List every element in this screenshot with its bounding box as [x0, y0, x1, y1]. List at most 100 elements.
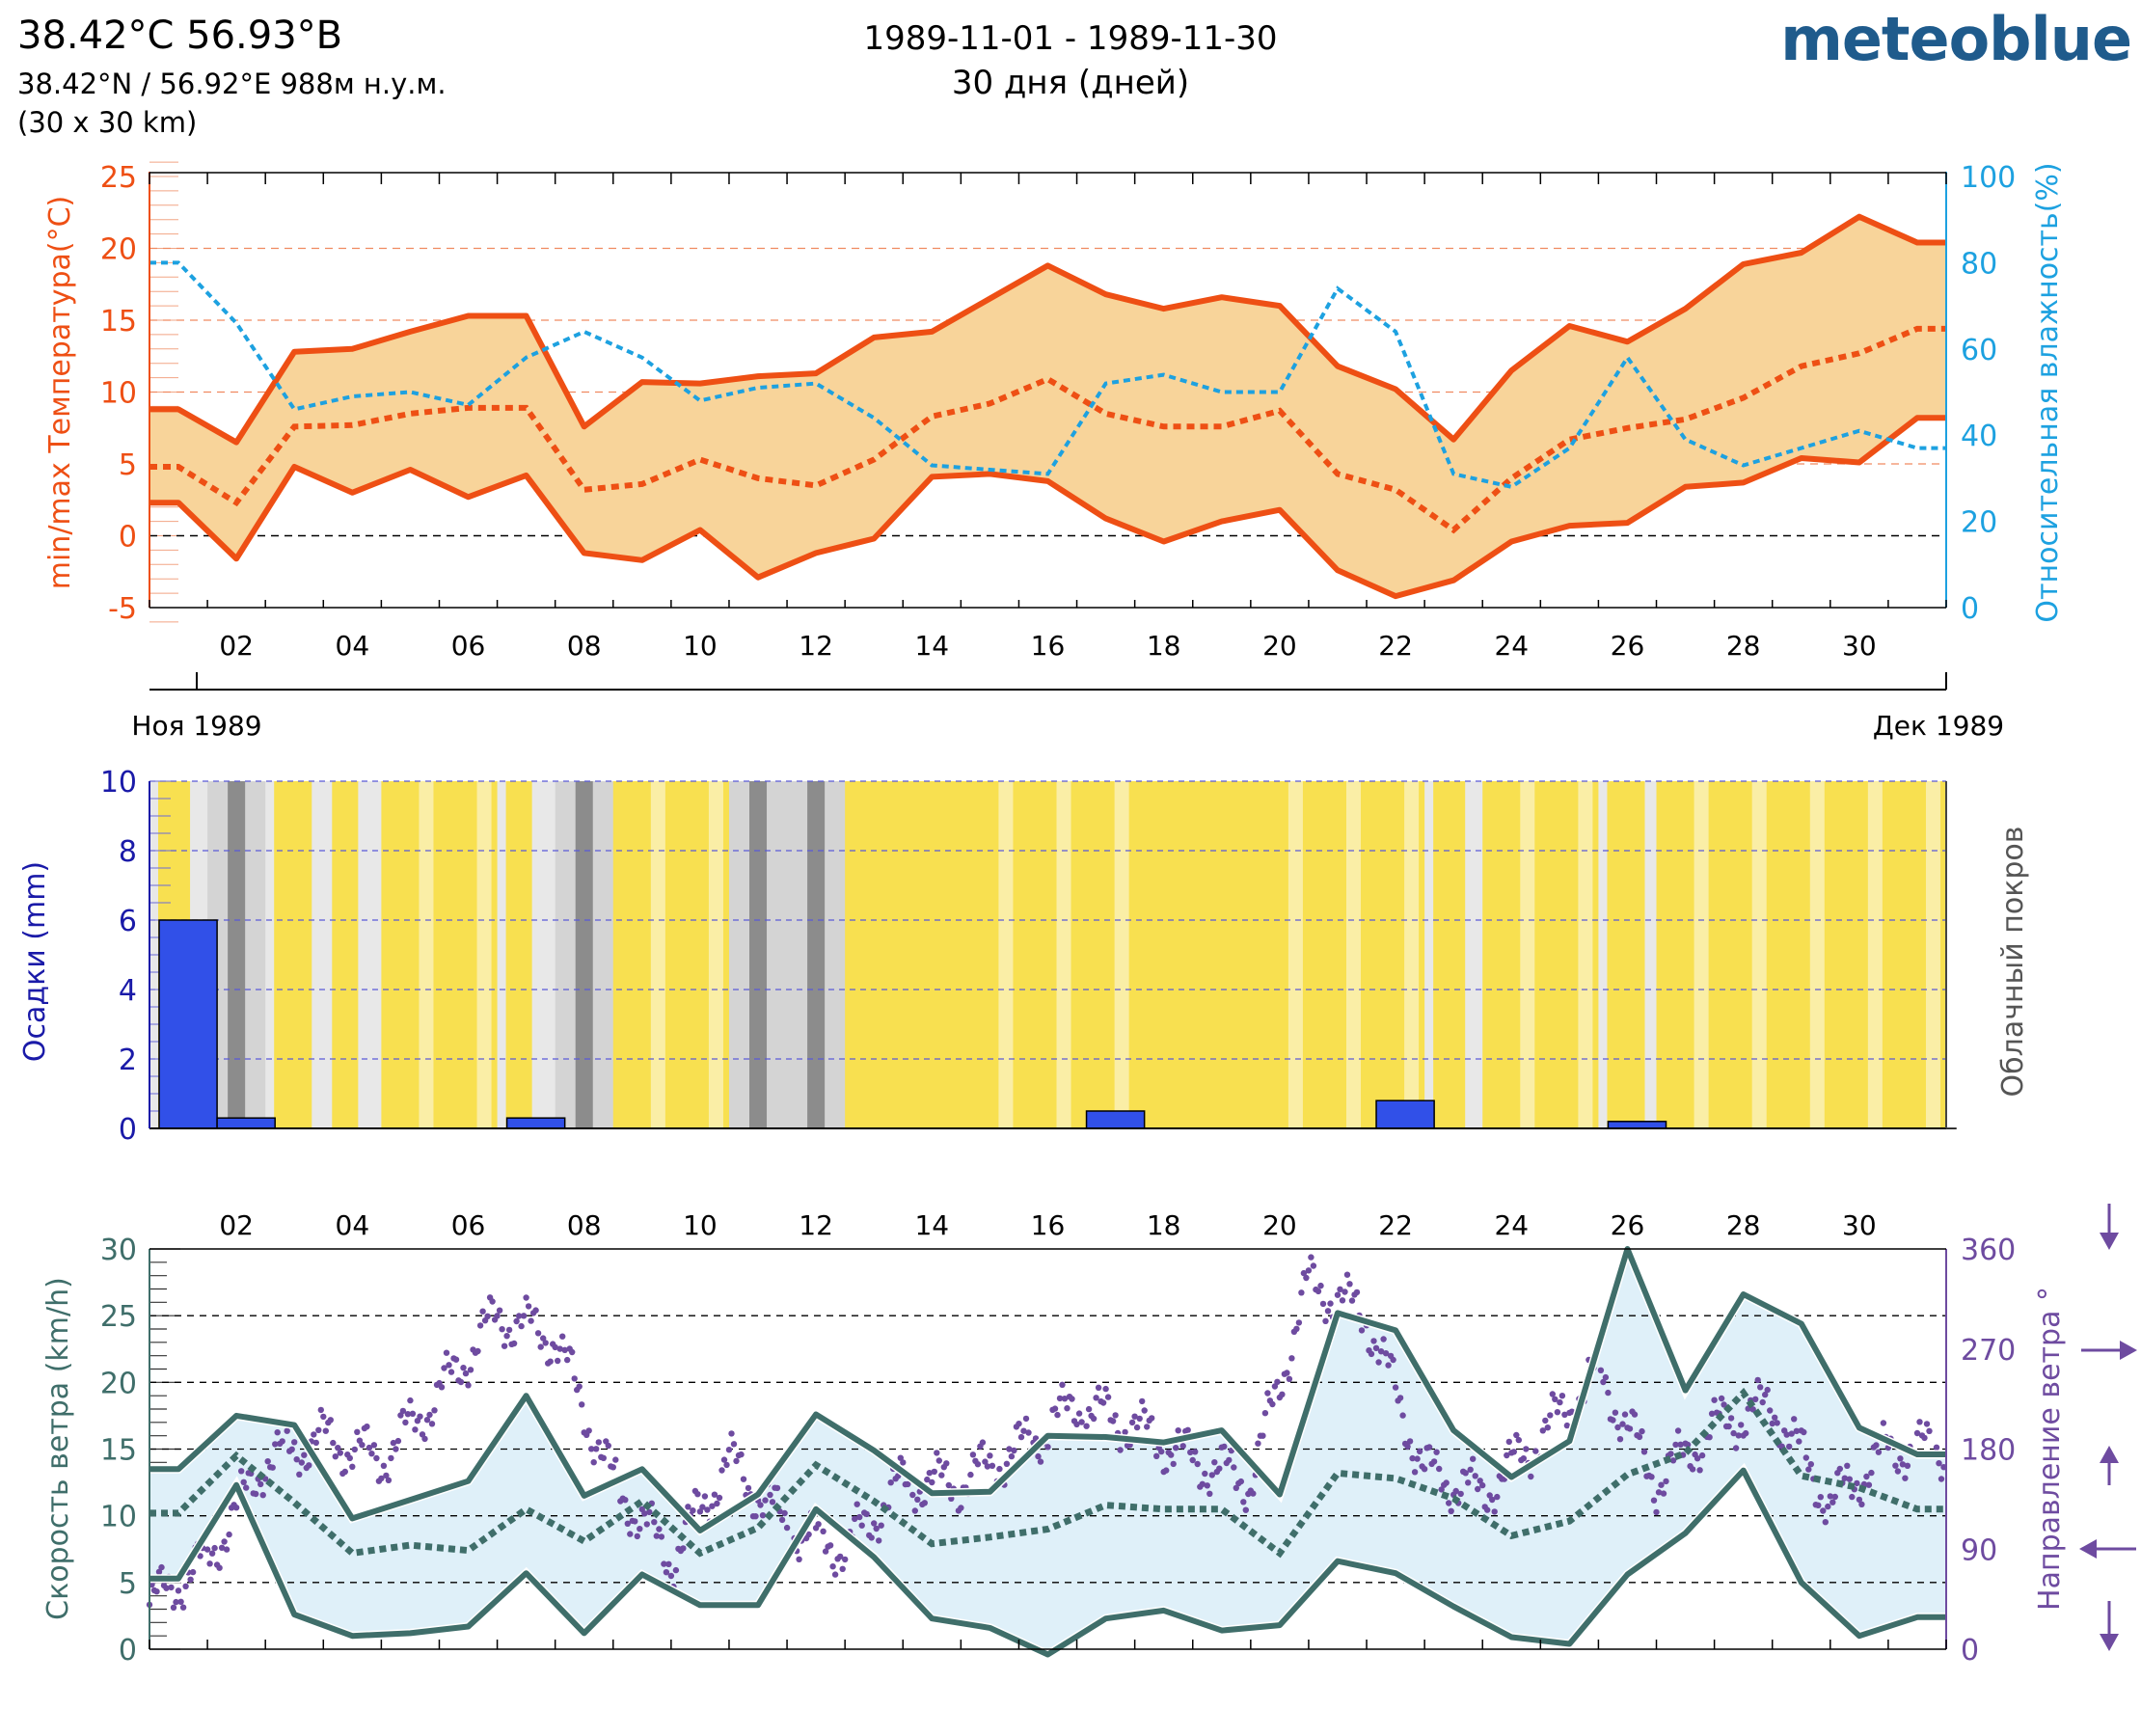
wind-direction-dot	[1510, 1449, 1518, 1455]
wind-day-tick-label: 06	[451, 1209, 486, 1241]
wind-direction-dot	[366, 1444, 373, 1451]
wind-direction-dot	[1017, 1433, 1025, 1441]
wind-day-tick-label: 12	[799, 1209, 833, 1241]
date-range: 1989-11-01 - 1989-11-30	[863, 19, 1278, 58]
wind-direction-dot	[1916, 1419, 1923, 1425]
wind-tick-label: 15	[100, 1434, 137, 1468]
wind-direction-dot	[1626, 1425, 1634, 1432]
wind-direction-dot	[1083, 1423, 1090, 1429]
wind-direction-dot	[1520, 1455, 1528, 1462]
wind-direction-dot	[632, 1518, 638, 1525]
wind-direction-dot	[513, 1317, 520, 1325]
wind-direction-dot	[665, 1560, 672, 1568]
wind-direction-dot	[1933, 1444, 1940, 1451]
wind-direction-dot	[1640, 1449, 1648, 1455]
wind-direction-dot	[1730, 1429, 1737, 1437]
wind-direction-dot	[1863, 1473, 1870, 1480]
wind-day-tick-label: 02	[219, 1209, 254, 1241]
wind-direction-dot	[1725, 1423, 1732, 1430]
wind-direction-dot	[1396, 1395, 1404, 1401]
wind-direction-dot	[1284, 1370, 1290, 1376]
cloud-cover-stripe	[476, 781, 492, 1128]
wind-day-tick-label: 26	[1611, 1209, 1645, 1241]
day-tick-label: 18	[1147, 630, 1181, 662]
wind-direction-dot	[627, 1531, 634, 1537]
wind-direction-dot	[1061, 1396, 1069, 1402]
wind-direction-dot	[532, 1307, 539, 1314]
wind-direction-dot	[641, 1510, 648, 1517]
wind-direction-dot	[924, 1476, 931, 1483]
wind-direction-dot	[1619, 1421, 1626, 1427]
wind-direction-dot	[1168, 1451, 1175, 1458]
wind-day-tick-label: 30	[1842, 1209, 1877, 1241]
wind-direction-dot	[1093, 1395, 1099, 1401]
wind-direction-dot	[740, 1476, 747, 1482]
wind-direction-dot	[484, 1313, 491, 1320]
wind-direction-dot	[288, 1446, 295, 1453]
precip-tick-label: 4	[119, 974, 137, 1008]
wind-direction-dot	[155, 1568, 163, 1576]
wind-direction-dot	[1099, 1399, 1107, 1406]
direction-tick-label: 90	[1961, 1533, 1997, 1567]
wind-direction-dot	[322, 1427, 329, 1434]
wind-direction-dot	[1414, 1455, 1421, 1462]
wind-direction-dot	[1339, 1297, 1346, 1304]
wind-direction-dot	[831, 1571, 839, 1578]
cloud-cover-stripe	[1345, 781, 1362, 1128]
wind-direction-dot	[177, 1598, 184, 1606]
wind-direction-dot	[661, 1560, 667, 1567]
wind-direction-dot	[696, 1508, 704, 1515]
wind-direction-dot	[718, 1467, 725, 1474]
wind-max-line	[149, 1246, 1946, 1533]
wind-direction-dot	[1549, 1391, 1557, 1397]
wind-direction-dot	[284, 1427, 290, 1434]
wind-direction-dot	[232, 1505, 240, 1511]
wind-direction-dot	[1037, 1458, 1044, 1465]
wind-tick-label: 5	[119, 1567, 137, 1601]
wind-direction-dot	[317, 1406, 324, 1414]
wind-direction-dot	[460, 1365, 467, 1371]
wind-direction-dot	[897, 1454, 904, 1461]
arrow-head	[2079, 1539, 2097, 1559]
wind-direction-dot	[296, 1471, 303, 1478]
wind-direction-dot	[1310, 1262, 1317, 1269]
wind-direction-dot	[515, 1313, 523, 1319]
location-coordinates: 38.42°C 56.93°B	[17, 14, 343, 58]
wind-direction-dot	[378, 1475, 385, 1482]
wind-direction-dot	[658, 1533, 665, 1540]
wind-direction-dot	[935, 1457, 942, 1464]
wind-direction-dot	[197, 1553, 203, 1560]
direction-tick-label: 360	[1961, 1234, 2016, 1267]
wind-direction-dot	[1343, 1271, 1351, 1278]
wind-direction-dot	[1547, 1412, 1554, 1419]
wind-direction-dot	[1372, 1344, 1380, 1352]
wind-direction-dot	[327, 1417, 334, 1424]
wind-direction-dot	[1226, 1456, 1233, 1464]
wind-direction-dot	[1600, 1378, 1607, 1386]
wind-direction-dot	[926, 1470, 933, 1477]
wind-direction-dot	[1554, 1409, 1561, 1416]
cloud-cover-stripe	[1694, 781, 1709, 1128]
wind-direction-dot	[341, 1468, 348, 1476]
wind-direction-dot	[979, 1439, 987, 1446]
humidity-axis-label: Относительная влажность(%)	[2031, 162, 2065, 622]
wind-direction-dot	[1078, 1419, 1085, 1425]
wind-direction-dot	[404, 1411, 412, 1418]
wind-direction-dot	[211, 1544, 218, 1552]
wind-direction-dot	[240, 1478, 247, 1486]
wind-direction-dot	[1743, 1429, 1749, 1437]
wind-direction-dot	[1035, 1452, 1042, 1460]
cloud-cover-stripe	[903, 781, 962, 1128]
temp-max-line	[149, 213, 1946, 446]
wind-direction-dot	[373, 1454, 380, 1462]
precip-bar	[1375, 1099, 1435, 1129]
wind-range-band	[149, 1249, 1946, 1655]
wind-direction-dot	[1774, 1420, 1780, 1426]
wind-direction-dot	[1735, 1432, 1742, 1439]
arrow-north-bottom-icon	[2100, 1601, 2119, 1651]
cloud-cover-stripe	[845, 781, 904, 1128]
wind-direction-dot	[1202, 1470, 1208, 1478]
wind-direction-dot	[564, 1356, 571, 1364]
wind-direction-dot	[1192, 1449, 1199, 1455]
wind-direction-dot	[417, 1413, 423, 1420]
